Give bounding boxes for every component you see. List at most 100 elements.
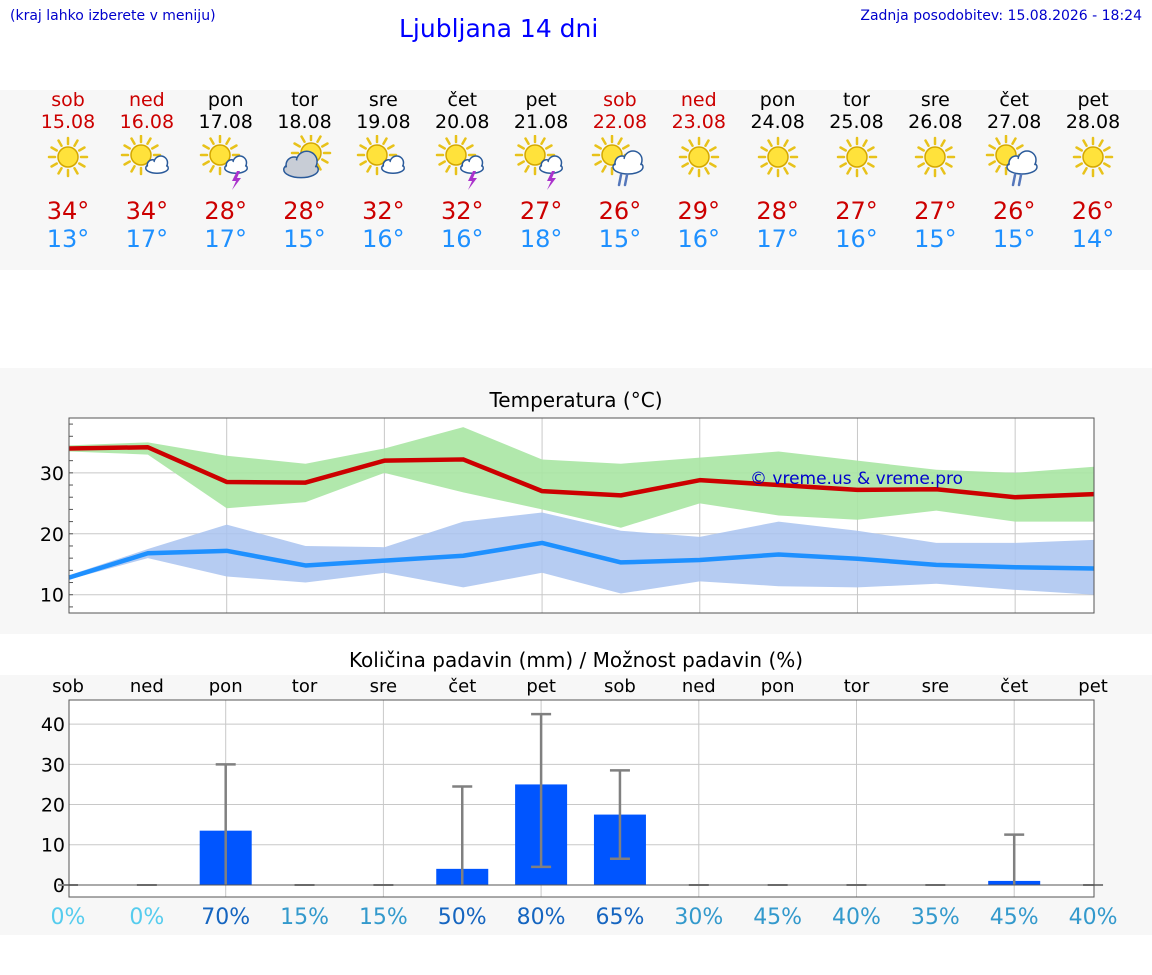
precipitation-probability: 70% <box>201 905 251 930</box>
x-tick-label: tor <box>843 676 870 697</box>
weather-icon <box>738 135 818 197</box>
max-temp: 28° <box>283 197 326 225</box>
x-tick-label: čet <box>1000 676 1029 697</box>
weather-icon <box>895 135 975 197</box>
max-temp-range <box>69 427 1094 528</box>
day-name: sre <box>368 89 398 111</box>
weather-icon <box>343 135 423 197</box>
weather-icon <box>817 135 897 197</box>
x-tick-label: sre <box>921 676 950 697</box>
x-tick-label: sob <box>604 676 636 697</box>
day-name: tor <box>291 89 318 111</box>
y-tick-label: 20 <box>41 795 65 817</box>
precipitation-probability: 50% <box>437 905 487 930</box>
precipitation-probability: 15% <box>358 905 408 930</box>
max-temp: 26° <box>1071 197 1115 225</box>
day-date: 28.08 <box>1065 111 1121 133</box>
min-temp: 15° <box>598 225 642 253</box>
sun-icon <box>47 136 89 178</box>
min-temp: 16° <box>835 225 878 253</box>
max-temp: 34° <box>125 197 169 225</box>
day-column: tor 25.08 27° 16° <box>817 89 897 253</box>
precipitation-probability: 65% <box>595 905 645 930</box>
day-column: ned 23.08 29° 16° <box>659 89 739 253</box>
cloud-sun-icon <box>282 135 331 179</box>
precipitation-probability: 40% <box>832 905 881 930</box>
day-date: 17.08 <box>198 111 253 133</box>
day-column: pet 21.08 27° 18° <box>501 89 581 253</box>
x-tick-label: pet <box>1078 676 1108 697</box>
max-temp: 26° <box>598 197 642 225</box>
day-name: pet <box>525 89 557 111</box>
day-name: ned <box>680 89 717 111</box>
x-tick-label: čet <box>448 676 477 697</box>
day-name: pet <box>1077 89 1109 111</box>
day-column: čet 27.08 26° 15° <box>974 89 1054 253</box>
sun-thunder-icon <box>199 135 248 190</box>
precipitation-probability: 45% <box>989 905 1039 930</box>
sun-cloud-icon <box>120 135 169 176</box>
x-tick-label: ned <box>681 676 716 697</box>
temperature-chart-title: Temperatura (°C) <box>489 388 663 412</box>
day-column: tor 18.08 28° 15° <box>265 89 345 253</box>
y-tick-label: 10 <box>41 835 65 857</box>
max-temp: 27° <box>835 197 878 225</box>
max-temp: 34° <box>46 197 90 225</box>
sun-rain-icon <box>591 135 644 187</box>
day-name: tor <box>843 89 870 111</box>
precipitation-probability: 30% <box>674 905 724 930</box>
day-column: sob 15.08 34° 13° <box>28 89 108 253</box>
day-name: čet <box>999 89 1029 111</box>
sun-icon <box>915 136 956 178</box>
watermark: © vreme.us & vreme.pro <box>750 469 963 489</box>
min-temp: 16° <box>362 225 405 253</box>
max-temp: 26° <box>992 197 1036 225</box>
x-tick-label: ned <box>129 676 164 697</box>
day-date: 21.08 <box>513 111 569 133</box>
min-temp: 16° <box>440 225 484 253</box>
weather-icon <box>28 135 108 197</box>
day-column: ned 16.08 34° 17° <box>107 89 187 253</box>
max-temp: 29° <box>677 197 721 225</box>
day-date: 25.08 <box>829 111 884 133</box>
sun-icon <box>836 136 877 178</box>
min-temp: 15° <box>992 225 1036 253</box>
weather-icon <box>186 135 266 197</box>
x-tick-label: sob <box>52 676 84 697</box>
x-tick-label: pet <box>526 676 556 697</box>
min-temp-line <box>68 540 1095 580</box>
y-tick-label: 10 <box>40 585 64 607</box>
min-temp: 17° <box>204 225 247 253</box>
y-tick-label: 40 <box>41 714 65 736</box>
y-tick-label: 20 <box>40 524 64 546</box>
x-tick-label: pon <box>760 676 795 697</box>
day-column: sre 19.08 32° 16° <box>343 89 423 253</box>
weather-icon <box>580 135 660 197</box>
day-date: 18.08 <box>277 111 332 133</box>
day-name: sob <box>603 89 637 111</box>
weather-icon <box>501 135 581 197</box>
location-hint: (kraj lahko izberete v meniju) <box>10 8 216 24</box>
day-name: pon <box>759 89 796 111</box>
precipitation-probability: 0% <box>50 905 86 930</box>
sun-icon <box>678 136 720 178</box>
day-name: pon <box>207 89 244 111</box>
sun-thunder-icon <box>514 135 564 190</box>
day-name: sob <box>51 89 85 111</box>
day-name: sre <box>920 89 950 111</box>
weather-icon <box>1053 135 1133 197</box>
day-date: 19.08 <box>356 111 411 133</box>
min-temp: 15° <box>283 225 326 253</box>
min-temp: 16° <box>677 225 721 253</box>
daily-forecast-band <box>0 90 1152 270</box>
weather-icon <box>422 135 502 197</box>
day-date: 24.08 <box>750 111 805 133</box>
day-column: čet 20.08 32° 16° <box>422 89 502 253</box>
x-tick-label: pon <box>208 676 243 697</box>
day-date: 20.08 <box>435 111 490 133</box>
day-column: sre 26.08 27° 15° <box>895 89 975 253</box>
day-column: pon 17.08 28° 17° <box>186 89 266 253</box>
day-date: 15.08 <box>40 111 96 133</box>
precipitation-probability: 0% <box>129 905 165 930</box>
